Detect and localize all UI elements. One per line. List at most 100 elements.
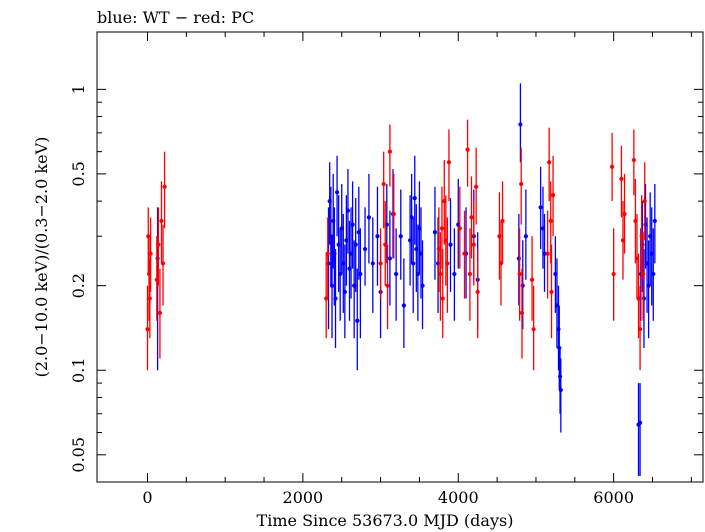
data-point bbox=[439, 226, 445, 231]
data-point bbox=[517, 271, 522, 277]
data-point bbox=[160, 261, 166, 266]
y-tick-label: 0.2 bbox=[69, 273, 88, 298]
data-point bbox=[159, 218, 164, 224]
data-point bbox=[385, 283, 390, 288]
data-point bbox=[637, 327, 643, 332]
data-point bbox=[557, 345, 562, 351]
data-point bbox=[412, 195, 417, 201]
data-point bbox=[350, 222, 355, 227]
data-point bbox=[383, 242, 388, 247]
data-point bbox=[147, 296, 152, 301]
y-axis-label: (2.0−10.0 keV)/(0.3−2.0 keV) bbox=[32, 137, 51, 378]
data-point bbox=[475, 289, 480, 295]
series-layer bbox=[145, 83, 657, 477]
data-point bbox=[519, 181, 524, 187]
x-tick-label: 0 bbox=[142, 488, 152, 507]
data-point bbox=[631, 157, 636, 163]
data-point bbox=[411, 261, 416, 266]
chart-title: blue: WT − red: PC bbox=[97, 8, 254, 27]
data-point bbox=[378, 261, 383, 266]
data-point bbox=[440, 296, 445, 301]
data-point bbox=[398, 234, 403, 239]
data-point bbox=[401, 303, 406, 308]
x-tick-label: 2000 bbox=[283, 488, 324, 507]
data-point bbox=[326, 261, 331, 266]
data-point bbox=[155, 256, 160, 261]
data-point bbox=[542, 251, 547, 256]
data-point bbox=[358, 271, 363, 277]
data-point bbox=[518, 122, 523, 127]
data-point bbox=[446, 160, 452, 165]
data-point bbox=[610, 164, 615, 169]
data-point bbox=[325, 251, 330, 256]
data-point bbox=[558, 387, 563, 393]
data-point bbox=[162, 184, 167, 189]
data-point bbox=[469, 215, 474, 220]
data-point bbox=[394, 271, 399, 277]
data-point bbox=[622, 211, 627, 217]
data-point bbox=[333, 296, 338, 301]
data-point bbox=[637, 420, 643, 425]
data-point bbox=[531, 327, 536, 332]
data-point bbox=[438, 271, 443, 277]
data-point bbox=[355, 318, 360, 323]
data-point bbox=[345, 208, 351, 213]
data-point bbox=[550, 193, 556, 198]
series-pc bbox=[145, 119, 647, 371]
data-point bbox=[362, 246, 368, 252]
data-point bbox=[457, 226, 462, 231]
data-point bbox=[641, 296, 647, 301]
y-tick-label: 1 bbox=[69, 84, 88, 94]
data-point bbox=[465, 147, 470, 152]
data-point bbox=[547, 160, 552, 165]
data-point bbox=[523, 234, 528, 239]
x-tick-label: 6000 bbox=[593, 488, 634, 507]
data-point bbox=[611, 271, 616, 277]
data-point bbox=[652, 218, 657, 224]
data-point bbox=[387, 256, 392, 261]
data-point bbox=[381, 181, 386, 187]
y-tick-label: 0.05 bbox=[69, 437, 88, 473]
data-point bbox=[529, 277, 535, 282]
data-point bbox=[334, 190, 340, 195]
data-point bbox=[342, 289, 347, 295]
y-axis: 0.05 0.1 0.2 0.5 1 bbox=[69, 84, 703, 483]
data-point bbox=[145, 327, 150, 332]
data-point bbox=[549, 289, 554, 295]
data-point bbox=[545, 251, 550, 256]
data-point bbox=[445, 261, 450, 266]
data-point bbox=[640, 242, 645, 247]
data-point bbox=[548, 218, 553, 224]
data-point bbox=[157, 310, 163, 315]
data-point bbox=[370, 261, 375, 266]
data-point bbox=[467, 271, 473, 277]
y-tick-label: 0.1 bbox=[69, 357, 88, 382]
data-point bbox=[516, 256, 521, 261]
x-axis: 0 2000 4000 6000 bbox=[142, 32, 692, 507]
x-axis-label: Time Since 53673.0 MJD (days) bbox=[257, 511, 514, 530]
data-point bbox=[432, 230, 438, 235]
data-point bbox=[519, 310, 525, 315]
data-point bbox=[353, 242, 358, 247]
plot-frame bbox=[96, 31, 704, 483]
data-point bbox=[556, 327, 561, 332]
data-point bbox=[148, 251, 153, 256]
data-point bbox=[641, 271, 646, 277]
data-point bbox=[452, 271, 457, 277]
data-point bbox=[391, 211, 396, 217]
data-point bbox=[387, 149, 392, 154]
data-point bbox=[375, 234, 380, 239]
x-tick-label: 4000 bbox=[438, 488, 479, 507]
data-point bbox=[538, 205, 543, 210]
data-point bbox=[366, 215, 372, 220]
data-point bbox=[435, 261, 441, 266]
plot-area bbox=[145, 83, 657, 477]
data-point bbox=[520, 283, 525, 288]
data-point bbox=[474, 184, 479, 189]
data-point bbox=[448, 242, 453, 247]
data-point bbox=[642, 199, 647, 204]
data-point bbox=[420, 283, 425, 288]
data-point bbox=[500, 218, 505, 224]
data-point bbox=[462, 251, 467, 256]
data-point bbox=[557, 374, 563, 379]
